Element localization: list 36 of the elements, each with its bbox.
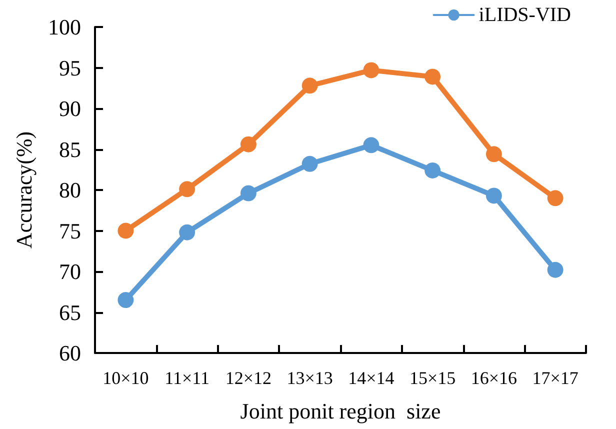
y-axis-title: Accuracy(%) xyxy=(12,131,36,249)
point xyxy=(302,156,318,172)
y-tick-label: 85 xyxy=(59,136,81,162)
point xyxy=(179,181,196,198)
x-axis-title: Joint ponit region size xyxy=(240,398,441,424)
x-tick-label: 10×10 xyxy=(102,368,149,388)
x-tick-label: 11×11 xyxy=(164,368,210,388)
y-tick-label: 95 xyxy=(59,55,81,80)
y-tick-label: 75 xyxy=(59,218,81,244)
legend-label: iLIDS-VID xyxy=(478,4,572,26)
point xyxy=(424,162,441,178)
x-tick-label: 12×12 xyxy=(225,368,272,388)
x-tick-label: 14×14 xyxy=(348,368,394,388)
y-tick-label: 90 xyxy=(59,96,81,121)
y-tick-label: 60 xyxy=(59,340,81,366)
y-tick-label: 80 xyxy=(59,178,81,202)
point xyxy=(240,136,256,152)
point xyxy=(240,185,256,202)
point xyxy=(118,292,134,308)
x-tick-label: 16×16 xyxy=(470,368,518,388)
point xyxy=(486,146,502,162)
x-tick-label: 15×15 xyxy=(409,368,456,388)
point xyxy=(547,190,564,206)
point xyxy=(424,68,441,85)
y-tick-label: 70 xyxy=(59,259,81,284)
point xyxy=(363,62,380,78)
y-tick-label: 65 xyxy=(59,300,81,325)
point xyxy=(486,188,502,204)
point xyxy=(363,137,380,154)
y-tick-label: 100 xyxy=(48,14,81,40)
point xyxy=(302,78,318,94)
point xyxy=(179,224,196,240)
point xyxy=(118,222,134,239)
x-tick-label: 13×13 xyxy=(286,368,333,388)
x-tick-label: 17×17 xyxy=(532,368,578,388)
point xyxy=(547,262,564,278)
